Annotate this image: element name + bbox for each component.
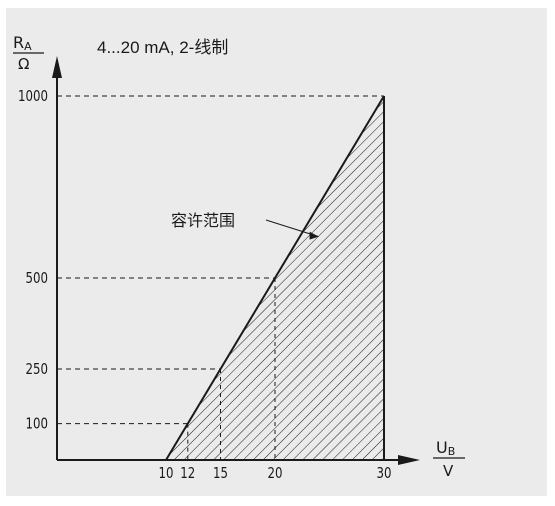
x-tick-label-3: 20 — [268, 464, 283, 482]
x-axis-label-subscript: B — [448, 445, 456, 458]
y-tick-label-1: 250 — [26, 360, 49, 378]
y-axis-label-top: RA — [13, 33, 32, 53]
y-tick-label-2: 500 — [26, 269, 49, 287]
y-axis-label-symbol: R — [13, 33, 24, 52]
y-tick-label-0: 100 — [26, 415, 49, 433]
chart-title: 4...20 mA, 2-线制 — [97, 38, 228, 57]
x-axis-label-top: UB — [436, 438, 455, 458]
x-axis-arrow — [398, 455, 420, 465]
x-axis-label-bottom: V — [443, 462, 454, 480]
x-tick-label-4: 30 — [377, 464, 392, 482]
x-axis-label-symbol: U — [436, 438, 448, 457]
x-tick-label-2: 15 — [213, 464, 228, 482]
y-axis-label-bottom: Ω — [18, 55, 29, 73]
y-axis-label-subscript: A — [24, 40, 32, 53]
x-tick-label-0: 10 — [159, 464, 174, 482]
y-axis-arrow — [52, 56, 62, 78]
y-tick-label-3: 1000 — [18, 87, 48, 105]
region-annotation: 容许范围 — [171, 212, 235, 230]
x-tick-label-1: 12 — [180, 464, 195, 482]
annotation-arrowhead — [309, 231, 319, 240]
